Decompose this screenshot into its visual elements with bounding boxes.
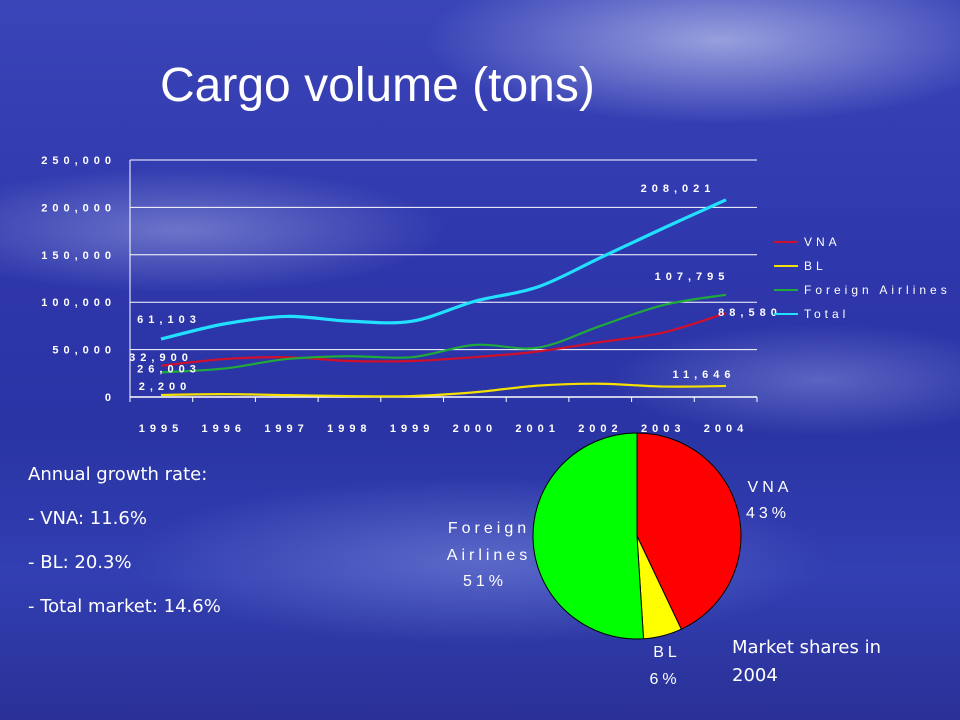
x-tick-label-2001: 2001 bbox=[515, 423, 559, 435]
growth-rate-block: Annual growth rate: - VNA: 11.6% - BL: 2… bbox=[28, 466, 221, 642]
data-label-bl-1995: 2,200 bbox=[139, 381, 192, 393]
pie-label-foreign-airlines-2: 51% bbox=[463, 573, 507, 590]
y-tick-label: 100,000 bbox=[41, 297, 116, 309]
pie-label-foreign-airlines-0: Foreign bbox=[448, 520, 530, 537]
data-label-bl-2004: 11,646 bbox=[672, 369, 735, 381]
legend-label-total: Total bbox=[804, 307, 849, 321]
series-line-total bbox=[160, 198, 727, 341]
series-line-foreign-airlines bbox=[160, 293, 727, 374]
pie-label-bl-1: 6% bbox=[649, 671, 680, 688]
pie-label-foreign-airlines-1: Airlines bbox=[447, 547, 531, 564]
pie-slice-foreign-airlines bbox=[532, 432, 645, 640]
series-line-bl bbox=[160, 382, 727, 398]
x-tick-label-2004: 2004 bbox=[704, 423, 748, 435]
x-tick-label-2002: 2002 bbox=[578, 423, 622, 435]
x-tick-label-1999: 1999 bbox=[390, 423, 434, 435]
pie-label-bl-0: BL bbox=[653, 644, 681, 661]
pie-slice-vna bbox=[636, 432, 742, 630]
y-tick-label: 50,000 bbox=[52, 345, 116, 357]
series-line-vna bbox=[160, 311, 727, 367]
data-label-foreign-airlines-2004: 107,795 bbox=[655, 271, 730, 283]
growth-title: Annual growth rate: bbox=[28, 464, 208, 485]
x-tick-label-1995: 1995 bbox=[139, 423, 183, 435]
data-label-vna-2004: 88,580 bbox=[718, 307, 782, 319]
x-tick-label-2003: 2003 bbox=[641, 423, 685, 435]
y-tick-label: 250,000 bbox=[41, 155, 116, 167]
slide-title: Cargo volume (tons) bbox=[160, 59, 595, 112]
y-tick-label: 200,000 bbox=[41, 202, 116, 214]
data-label-total-1995: 61,103 bbox=[137, 314, 201, 326]
pie-caption: Market shares in 2004 bbox=[732, 637, 882, 686]
legend-label-vna: VNA bbox=[804, 235, 841, 249]
data-label-total-2004: 208,021 bbox=[641, 183, 716, 195]
pie-label-vna-0: VNA bbox=[748, 479, 793, 496]
growth-item-bl: - BL: 20.3% bbox=[28, 552, 132, 573]
growth-item-total: - Total market: 14.6% bbox=[28, 596, 221, 617]
legend-label-foreign-airlines: Foreign Airlines bbox=[804, 283, 951, 297]
x-tick-label-2000: 2000 bbox=[453, 423, 497, 435]
growth-item-vna: - VNA: 11.6% bbox=[28, 508, 147, 529]
y-tick-label: 0 bbox=[105, 392, 116, 404]
legend-label-bl: BL bbox=[804, 259, 827, 273]
pie-label-vna-1: 43% bbox=[746, 505, 790, 522]
y-tick-label: 150,000 bbox=[41, 250, 116, 262]
data-label-vna-1995: 32,900 bbox=[129, 352, 193, 364]
x-tick-label-1998: 1998 bbox=[327, 423, 371, 435]
x-tick-label-1997: 1997 bbox=[264, 423, 308, 435]
data-label-foreign-airlines-1995: 26,003 bbox=[137, 363, 201, 375]
x-tick-label-1996: 1996 bbox=[202, 423, 246, 435]
